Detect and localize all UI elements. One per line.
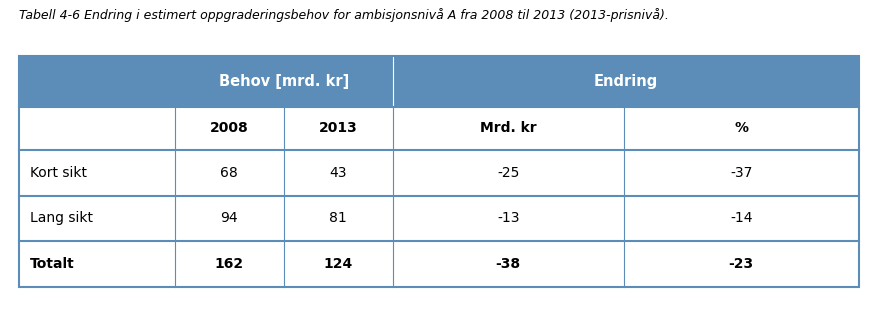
Text: 2008: 2008 bbox=[210, 121, 248, 135]
Bar bbox=[19, 241, 858, 287]
Text: -38: -38 bbox=[496, 257, 520, 271]
Text: 94: 94 bbox=[220, 211, 238, 226]
Bar bbox=[19, 150, 858, 196]
Text: Endring: Endring bbox=[593, 74, 657, 89]
Text: 124: 124 bbox=[324, 257, 353, 271]
Text: 162: 162 bbox=[214, 257, 244, 271]
Text: -25: -25 bbox=[496, 166, 519, 180]
Text: Tabell 4-6 Endring i estimert oppgraderingsbehov for ambisjonsnivå A fra 2008 ti: Tabell 4-6 Endring i estimert oppgraderi… bbox=[19, 8, 668, 22]
Text: -23: -23 bbox=[728, 257, 752, 271]
Text: 81: 81 bbox=[329, 211, 346, 226]
Text: Mrd. kr: Mrd. kr bbox=[480, 121, 536, 135]
Text: 2013: 2013 bbox=[318, 121, 357, 135]
Text: 43: 43 bbox=[329, 166, 346, 180]
Text: Totalt: Totalt bbox=[30, 257, 75, 271]
Bar bbox=[19, 56, 858, 107]
Text: Lang sikt: Lang sikt bbox=[30, 211, 93, 226]
Text: Behov [mrd. kr]: Behov [mrd. kr] bbox=[218, 74, 348, 89]
Text: -14: -14 bbox=[729, 211, 752, 226]
Bar bbox=[19, 107, 858, 150]
Text: -13: -13 bbox=[496, 211, 519, 226]
Bar bbox=[19, 196, 858, 241]
Text: -37: -37 bbox=[729, 166, 752, 180]
Text: 68: 68 bbox=[220, 166, 238, 180]
Bar bbox=[19, 56, 858, 287]
Text: Kort sikt: Kort sikt bbox=[30, 166, 87, 180]
Text: %: % bbox=[733, 121, 747, 135]
